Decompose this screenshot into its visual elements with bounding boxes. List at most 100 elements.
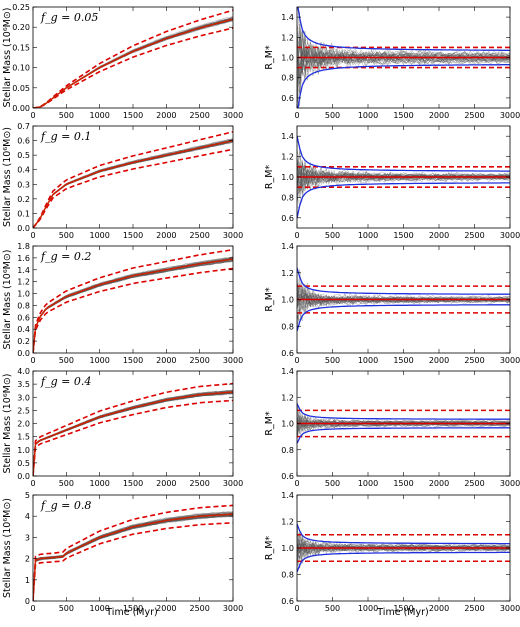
left-panel-1-ylabel: Stellar Mass (10⁶M⊙) [2,127,13,227]
left-panel-3-median-line [33,391,233,476]
right-panel-1-ytick-label: 1.4 [281,132,294,141]
left-panel-4-xtick-label: 1000 [89,604,109,613]
left-panel-4-bound-line [33,522,233,601]
left-panel-2-ytick-label: 0.6 [17,313,30,322]
right-panel-3-ylabel: R_M* [264,411,275,436]
right-panel-1-xtick-label: 500 [325,231,340,240]
left-panel-1-xtick-label: 2500 [189,231,209,240]
left-panel-3-ylabel: Stellar Mass (10⁶M⊙) [2,373,13,473]
left-panel-2-bound-line [33,267,233,353]
left-panel-0-bound-line [33,27,233,108]
right-panel-3-envelope-line [297,427,510,444]
right-panel-0-xtick-label: 2500 [464,111,484,120]
left-panel-1-ytick-label: 0.7 [17,122,30,131]
left-panel-0-ytick-label: 0.10 [12,64,30,73]
left-panel-4-ylabel: Stellar Mass (10⁶M⊙) [2,498,13,598]
left-panel-1-simulations [33,131,233,228]
right-panel-2-ratio-line [297,290,510,322]
left-panel-0-xtick-label: 2500 [189,111,209,120]
right-panel-1-xtick-label: 1500 [393,231,413,240]
right-panel-4: 0 500 1000 1500 2000 2500 3000 0.6 0.8 1.0 1.2 1.4 R… [264,491,520,613]
right-panel-0-ytick-label: 1.0 [281,54,294,63]
left-panel-3-ytick-label: 2.0 [17,420,30,429]
right-panel-4-ytick-label: 1.0 [281,544,294,553]
right-panel-3-xtick-label: 0 [294,479,299,488]
right-panel-2-ratio-lines [297,267,510,332]
right-panel-0-ytick-label: 0.8 [281,74,294,83]
left-panel-3-xtick-label: 1000 [89,479,109,488]
right-panel-2-ytick-label: 1.2 [281,269,294,278]
left-panel-4-xtick-label: 500 [59,604,74,613]
left-panel-2-xtick-label: 3000 [223,356,243,365]
left-panel-1-simulation-line [33,138,233,228]
left-panel-1: 0 500 1000 1500 2000 2500 3000 0.0 0.1 0.2 0.3 0.4 0… [2,122,243,240]
left-panel-3-xtick-label: 500 [59,479,74,488]
right-panel-1-ylabel: R_M* [264,165,275,190]
left-panel-4-ytick-label: 0 [25,597,30,606]
right-panel-0-ratio-lines [297,7,510,108]
left-panel-0-xtick-label: 2000 [156,111,176,120]
x-axis-label-left: Time (Myr) [105,607,157,618]
right-panel-4-xtick-label: 0 [294,604,299,613]
left-panel-3-bound-line [33,399,233,476]
right-panel-2-xtick-label: 2500 [464,356,484,365]
left-panel-1-xtick-label: 0 [30,231,35,240]
left-panel-4-ytick-label: 3 [25,533,30,542]
right-panel-0: 0 500 1000 1500 2000 2500 3000 0.6 0.8 1.0 1.2 1.4 R… [264,6,520,120]
left-panel-0-xtick-label: 500 [59,111,74,120]
right-panel-2-ytick-label: 1.0 [281,296,294,305]
right-panel-3-xtick-label: 1500 [393,479,413,488]
right-panel-1-ratio-line [297,159,510,186]
left-panel-3-ytick-label: 0.0 [17,472,30,481]
right-panel-0-ratio-line [297,48,510,80]
left-panel-3-ytick-label: 1.0 [17,446,30,455]
left-panel-2-xtick-label: 0 [30,356,35,365]
left-panel-3-ytick-label: 0.5 [17,459,30,468]
right-panel-0-envelope-line [297,7,510,51]
right-panel-0-xtick-label: 3000 [500,111,520,120]
right-panel-3-ratio-line [297,402,510,426]
left-panel-1-bound-line [33,131,233,228]
right-panel-3-xtick-label: 1000 [358,479,378,488]
left-panel-3-xtick-label: 2000 [156,479,176,488]
left-panel-0-xtick-label: 3000 [223,111,243,120]
right-panel-3-xtick-label: 2500 [464,479,484,488]
right-panel-0-ylabel: R_M* [264,45,275,70]
left-panel-4-xtick-label: 2500 [189,604,209,613]
left-panel-3-simulations [33,382,233,476]
right-panel-0-xtick-label: 1500 [393,111,413,120]
left-panel-3-ytick-label: 3.5 [17,380,30,389]
left-panel-2-xtick-label: 1000 [89,356,109,365]
right-panel-2-ytick-label: 1.4 [281,242,294,251]
right-panel-0-ytick-label: 1.2 [281,33,294,42]
left-panel-3-fg-label: f_g = 0.4 [40,375,91,388]
left-panel-4-simulation-line [33,516,233,601]
right-panel-1-xtick-label: 3000 [500,231,520,240]
right-panel-0-xtick-label: 2000 [429,111,449,120]
left-panel-0-median-line [33,18,233,108]
left-panel-2-ytick-label: 1.0 [17,290,30,299]
right-panel-4-xtick-label: 3000 [500,604,520,613]
right-panel-4-xtick-label: 1500 [393,604,413,613]
left-panel-3-ytick-label: 4.0 [17,367,30,376]
right-panel-3-envelope-line [297,403,510,420]
right-panel-4-ratio-line [297,541,510,564]
left-panel-2-ytick-label: 0.2 [17,337,30,346]
right-panel-3-ytick-label: 0.6 [281,472,294,481]
left-panel-0-xtick-label: 1500 [123,111,143,120]
right-panel-2-xtick-label: 2000 [429,356,449,365]
left-panel-0-bound-line [33,9,233,108]
right-panel-0-ratio-line [297,46,510,84]
right-panel-4-ytick-label: 1.4 [281,491,294,500]
left-panel-0-ytick-label: 0.20 [12,23,30,32]
right-panel-4-ratio-lines [297,519,510,573]
right-panel-2-ratio-line [297,283,510,308]
right-panel-1-xtick-label: 1000 [358,231,378,240]
left-panel-4-bound-line [33,504,233,601]
left-panel-2-ytick-label: 1.2 [17,278,30,287]
right-panel-1-ytick-label: 1.0 [281,173,294,182]
right-panel-0-ratio-line [297,36,510,108]
right-panel-4-xtick-label: 2000 [429,604,449,613]
left-panel-0: 0 500 1000 1500 2000 2500 3000 0.00 0.05 0.10 0.15… [2,3,243,120]
